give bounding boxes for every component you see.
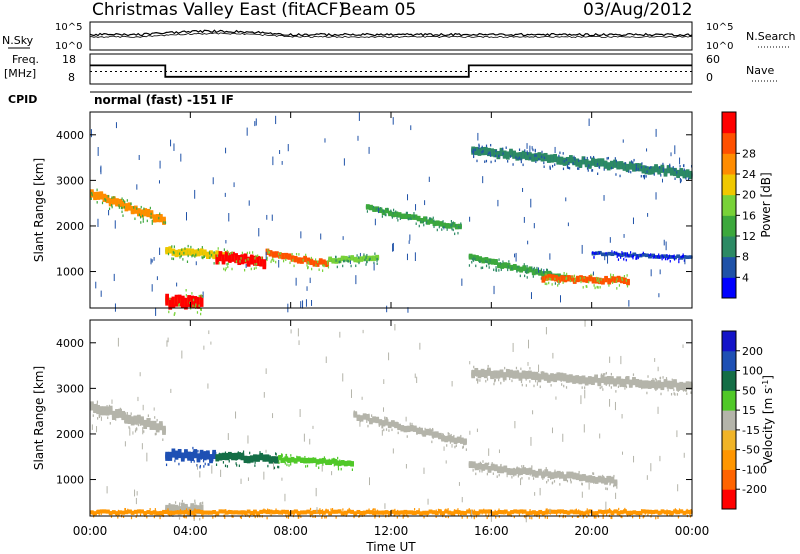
colorbar-tick-label: 100 — [742, 365, 763, 378]
noise-search-trace — [89, 32, 693, 38]
colorbar-tick-label: 4 — [742, 271, 749, 284]
velocity-y-axis-label: Slant Range [km] — [32, 366, 46, 470]
x-tick-label: 00:00 — [675, 524, 710, 538]
y-tick-label: 3000 — [56, 174, 84, 187]
colorbar-tick-label: 15 — [742, 404, 756, 417]
power-y-ticks: 1000 2000 3000 4000 — [56, 129, 692, 279]
power-y-axis-label: Slant Range [km] — [32, 158, 46, 262]
y-tick-label: 4000 — [56, 337, 84, 350]
date-label: 03/Aug/2012 — [583, 0, 693, 20]
frequency-trace — [90, 64, 692, 78]
colorbar-tick-label: 20 — [742, 189, 756, 202]
noise-strip: N.Sky 10^5 10^0 10^5 10^0 N.Search — [2, 21, 796, 52]
x-tick-label: 00:00 — [73, 524, 108, 538]
velocity-colorbar: -200 -100 -50 -15 15 50 100 200 Velocity [m s-1… — [721, 330, 775, 510]
nsearch-tick-high: 10^5 — [706, 22, 733, 33]
power-panel: 1000 2000 3000 4000 Slant Range [km] — [32, 111, 693, 317]
freq-tick-low: 8 — [68, 71, 75, 84]
colorbar-tick-label: -50 — [742, 444, 760, 457]
colorbar-tick-label: 16 — [742, 209, 756, 222]
beam-label: Beam 05 — [340, 0, 416, 20]
power-colorbar: 4 8 12 16 20 24 28 Power [dB] — [721, 111, 773, 299]
freq-label: Freq. — [12, 53, 39, 66]
freq-strip: Freq. [MHz] 18 8 60 0 Nave — [4, 53, 778, 85]
colorbar-tick-label: 8 — [742, 251, 749, 264]
nave-label: Nave — [746, 64, 774, 77]
y-tick-label: 4000 — [56, 129, 84, 142]
power-colorbar-label: Power [dB] — [759, 172, 773, 237]
freq-unit-label: [MHz] — [4, 67, 36, 80]
velocity-echoes — [90, 320, 693, 523]
y-tick-label: 1000 — [56, 266, 84, 279]
velocity-panel: 1000 2000 3000 4000 Slant Range [km] — [32, 319, 693, 523]
nave-tick-low: 0 — [706, 71, 713, 84]
y-tick-label: 2000 — [56, 220, 84, 233]
y-tick-label: 2000 — [56, 428, 84, 441]
program-label: normal (fast) -151 IF — [94, 93, 234, 107]
colorbar-tick-label: 12 — [742, 230, 756, 243]
y-tick-label: 3000 — [56, 382, 84, 395]
x-axis-label: Time UT — [365, 540, 416, 554]
colorbar-tick-label: 50 — [742, 384, 756, 397]
freq-tick-high: 18 — [62, 53, 76, 66]
x-tick-label: 04:00 — [173, 524, 208, 538]
x-tick-label: 12:00 — [374, 524, 409, 538]
velocity-colorbar-label-end: ] — [761, 375, 775, 380]
velocity-y-ticks: 1000 2000 3000 4000 — [56, 337, 692, 487]
x-tick-label: 20:00 — [574, 524, 609, 538]
time-axis: 00:00 04:00 08:00 12:00 16:00 20:00 00:00 — [73, 112, 710, 538]
colorbar-tick-label: -15 — [742, 424, 760, 437]
noise-sky-trace — [89, 29, 693, 37]
colorbar-tick-label: -200 — [742, 483, 767, 496]
nave-tick-high: 60 — [706, 53, 720, 66]
velocity-colorbar-label-sup: -1 — [761, 380, 770, 388]
x-tick-label: 16:00 — [474, 524, 509, 538]
colorbar-tick-label: 28 — [742, 147, 756, 160]
station-title: Christmas Valley East (fitACF) — [92, 0, 345, 20]
colorbar-tick-label: 200 — [742, 345, 763, 358]
nsky-label: N.Sky — [2, 34, 34, 47]
nsearch-tick-low: 10^0 — [706, 41, 733, 52]
velocity-colorbar-label-main: Velocity [m s — [761, 388, 775, 465]
x-tick-label: 08:00 — [273, 524, 308, 538]
nsearch-label: N.Search — [746, 30, 796, 43]
cpid-label: CPID — [8, 93, 37, 106]
colorbar-tick-label: 24 — [742, 168, 756, 181]
y-tick-label: 1000 — [56, 474, 84, 487]
colorbar-tick-label: -100 — [742, 463, 767, 476]
power-echoes — [90, 112, 693, 317]
velocity-colorbar-label: Velocity [m s-1] — [761, 375, 775, 465]
nsky-tick-high: 10^5 — [55, 22, 82, 33]
nsky-tick-low: 10^0 — [55, 41, 82, 52]
